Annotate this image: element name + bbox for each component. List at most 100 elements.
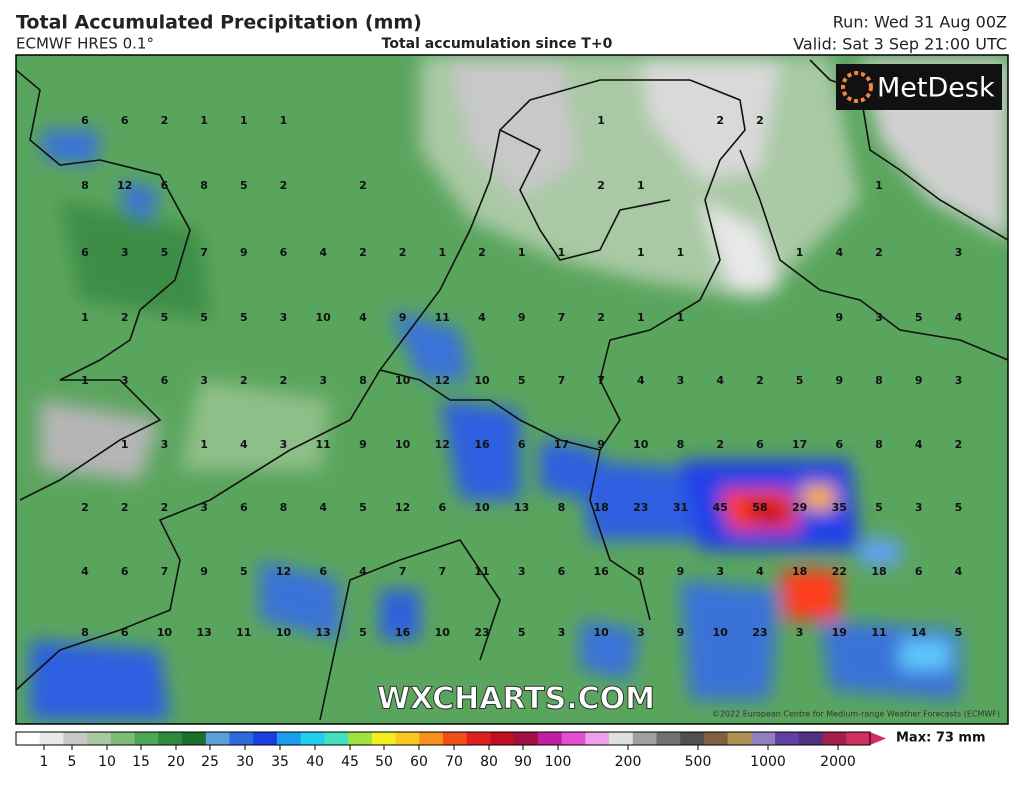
precip-label: 7: [200, 246, 208, 259]
precip-label: 5: [518, 626, 526, 639]
colorbar-segment: [63, 732, 88, 745]
precip-label: 5: [915, 311, 923, 324]
precip-label: 9: [518, 311, 526, 324]
precip-label: 1: [81, 311, 89, 324]
logo: MetDesk: [877, 73, 995, 104]
precip-label: 9: [399, 311, 407, 324]
precip-label: 16: [395, 626, 411, 639]
precip-label: 45: [713, 501, 728, 514]
precip-label: 7: [161, 565, 169, 578]
colorbar-tick-label: 1: [40, 754, 49, 770]
colorbar-segment: [443, 732, 468, 745]
precip-label: 8: [875, 374, 883, 387]
precip-label: 3: [637, 626, 645, 639]
precip-label: 3: [915, 501, 923, 514]
colorbar-segment: [276, 732, 302, 745]
colorbar-segment: [158, 732, 183, 745]
precip-label: 3: [121, 374, 129, 387]
precip-label: 1: [637, 246, 645, 259]
precip-label: 5: [955, 626, 963, 639]
precip-label: 3: [200, 501, 208, 514]
colorbar-tick-label: 80: [480, 754, 498, 770]
precip-label: 11: [316, 438, 331, 451]
precip-label: 10: [593, 626, 609, 639]
precip-field: [30, 55, 1008, 720]
precip-label: 5: [955, 501, 963, 514]
map-frame: [15, 54, 1009, 725]
colorbar-segment: [609, 732, 634, 745]
colorbar-segment: [348, 732, 373, 745]
precip-label: 11: [236, 626, 251, 639]
colorbar-segment: [110, 732, 136, 745]
precip-label: 9: [240, 246, 248, 259]
precip-label: 1: [438, 246, 446, 259]
precip-label: 7: [399, 565, 407, 578]
precip-label: 1: [280, 114, 288, 127]
precip-label: 4: [240, 438, 248, 451]
precip-label: 6: [121, 565, 129, 578]
precip-label: 12: [395, 501, 410, 514]
precip-label: 7: [558, 374, 566, 387]
precip-label: 2: [121, 311, 129, 324]
precip-label: 5: [161, 311, 169, 324]
precip-label: 4: [835, 246, 843, 259]
colorbar-tick-label: 5: [68, 754, 77, 770]
colorbar-segment: [300, 732, 325, 745]
precip-label: 6: [438, 501, 446, 514]
precip-label: 3: [716, 565, 724, 578]
precip-label: 6: [558, 565, 566, 578]
precip-label: 5: [796, 374, 804, 387]
precip-label: 2: [597, 311, 605, 324]
run: Run: Wed 31 Aug 00Z: [833, 13, 1007, 32]
precip-label: 12: [276, 565, 291, 578]
colorbar-segment: [490, 732, 515, 745]
precip-label: 1: [558, 246, 566, 259]
precip-label: 11: [871, 626, 886, 639]
colorbar-segment: [419, 732, 444, 745]
precip-label: 8: [200, 179, 208, 192]
precip-label: 1: [637, 179, 645, 192]
precip-label: 1: [200, 438, 208, 451]
precip-label: 10: [474, 374, 490, 387]
precip-label: 2: [756, 114, 764, 127]
precip-label: 9: [677, 565, 685, 578]
precip-label: 23: [752, 626, 767, 639]
precip-label: 3: [518, 565, 526, 578]
colorbar-segment: [632, 732, 657, 745]
precip-label: 2: [359, 246, 367, 259]
precip-label: 1: [677, 311, 685, 324]
precip-label: 1: [875, 179, 883, 192]
precip-label: 6: [319, 565, 327, 578]
precip-label: 12: [435, 374, 450, 387]
precip-label: 10: [157, 626, 173, 639]
precip-label: 4: [955, 311, 963, 324]
precip-label: 10: [395, 374, 411, 387]
logo-icon: [841, 71, 873, 103]
precip-label: 2: [161, 501, 169, 514]
precip-label: 9: [835, 311, 843, 324]
precip-label: 23: [633, 501, 648, 514]
precip-label: 5: [518, 374, 526, 387]
title: Total Accumulated Precipitation (mm): [16, 12, 422, 34]
precip-label: 11: [435, 311, 450, 324]
precip-label: 6: [121, 114, 129, 127]
precip-label: 13: [316, 626, 331, 639]
precip-label: 4: [359, 565, 367, 578]
precip-label: 3: [796, 626, 804, 639]
copyright: ©2022 European Centre for Medium-range W…: [712, 710, 1000, 719]
colorbar-segment: [537, 732, 563, 745]
colorbar-segment: [703, 732, 729, 745]
precip-label: 8: [677, 438, 685, 451]
colorbar-segment: [371, 732, 397, 745]
colorbar-segment: [514, 732, 539, 745]
precip-label: 6: [756, 438, 764, 451]
precip-label: 4: [319, 246, 327, 259]
precip-label: 17: [554, 438, 569, 451]
precip-label: 7: [438, 565, 446, 578]
precip-label: 18: [792, 565, 807, 578]
precip-label: 2: [399, 246, 407, 259]
precip-label: 5: [875, 501, 883, 514]
colorbar-tick-label: 45: [341, 754, 359, 770]
colorbar-segment: [229, 732, 254, 745]
precip-label: 1: [240, 114, 248, 127]
